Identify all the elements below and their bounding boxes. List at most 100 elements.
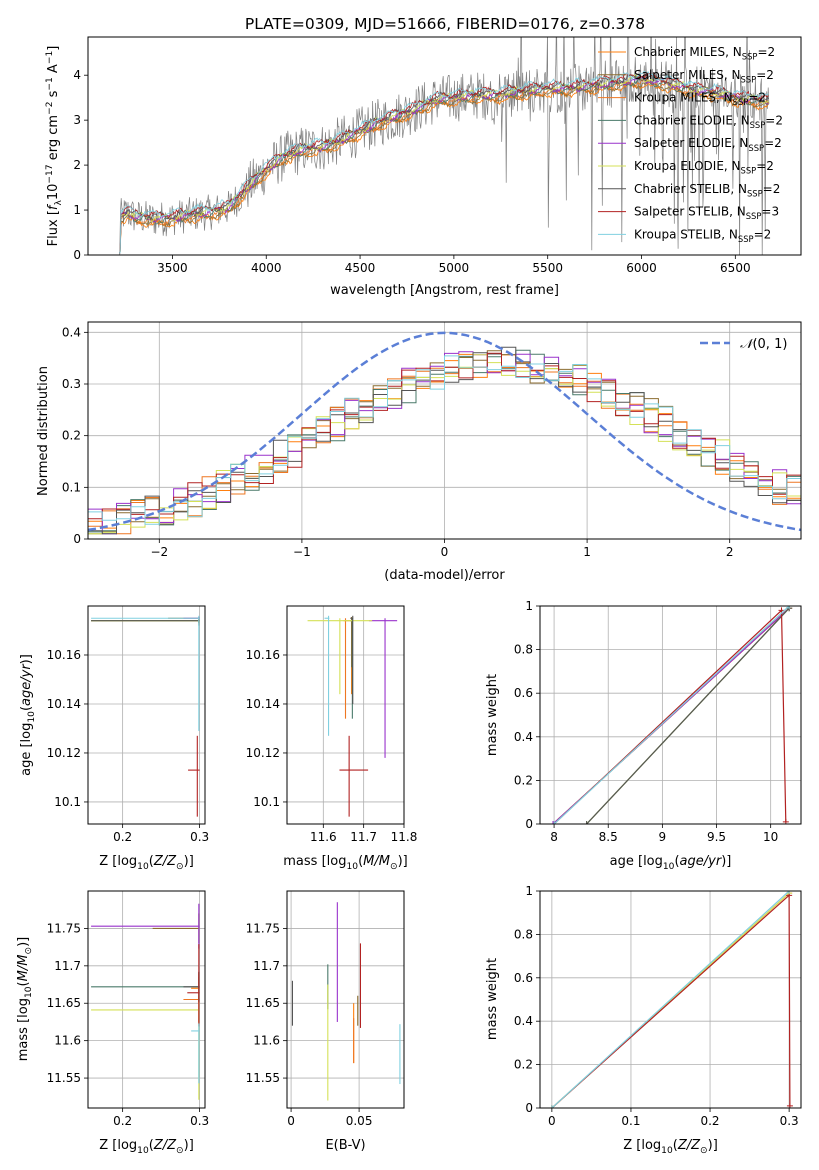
y-tick-label: 10.14 xyxy=(47,697,81,711)
axes-massweight_vs_Z: 0 0.1 0.2 0.3 0 0.2 0.4 0.6 0.8 1 Z [log10(Z/Z⊙)] m… xyxy=(485,884,802,1156)
x-tick-label: 0.3 xyxy=(190,1114,209,1128)
y-tick-label: 11.7 xyxy=(54,959,81,973)
x-tick-label: 6000 xyxy=(626,261,657,275)
axes-frame xyxy=(87,605,206,825)
axes-frame xyxy=(286,890,405,1109)
y-axis-label: mass weight xyxy=(485,958,500,1040)
mass-weight-marker xyxy=(551,821,558,824)
residual-histogram xyxy=(88,351,801,535)
model-spectrum-line xyxy=(119,77,769,254)
error-bar-point xyxy=(188,735,200,817)
legend-entry: Chabrier STELIB, NSSP=2 xyxy=(634,182,780,199)
axes-overlay: −2 −1 0 1 2 0 0.1 0.2 0.3 0.4 (data-model)/error No… xyxy=(36,321,802,583)
error-bar-point xyxy=(339,735,369,817)
x-tick-label: 5500 xyxy=(532,261,563,275)
y-tick-label: 0.8 xyxy=(514,643,533,657)
y-tick-label: 0.3 xyxy=(62,377,81,391)
x-tick-label: 6500 xyxy=(720,261,751,275)
axes-overlay: 8 8.5 9 9.5 10 0 0.2 0.4 0.6 0.8 1 age [log10(age/y… xyxy=(485,599,802,872)
x-axis-label: E(B-V) xyxy=(325,1138,365,1153)
y-tick-label: 0.8 xyxy=(514,927,533,941)
x-tick-label: 0.2 xyxy=(113,1114,132,1128)
y-tick-label: 0.2 xyxy=(514,773,533,787)
y-axis-label: Normed distribution xyxy=(36,366,51,496)
plot-area xyxy=(307,615,398,817)
mass-weight-marker xyxy=(583,821,590,824)
axes-overlay: 11.6 11.7 11.8 10.1 10.12 10.14 10.16 mass [log… xyxy=(246,605,418,872)
axes-frame xyxy=(286,605,405,825)
y-tick-label: 0 xyxy=(525,1101,533,1115)
y-axis-label: Flux [fλ10−17 erg cm−2 s−1 A−1] xyxy=(45,46,64,247)
mass-weight-line xyxy=(586,607,790,824)
x-tick-label: 11.8 xyxy=(391,830,418,844)
legend-entry: Salpeter MILES, NSSP=2 xyxy=(634,68,774,85)
error-bar-point xyxy=(187,944,200,1027)
axes-overlay: 0 0.1 0.2 0.3 0 0.2 0.4 0.6 0.8 1 Z [log10(Z/Z⊙)] m… xyxy=(485,884,802,1156)
y-tick-label: 2 xyxy=(73,158,81,172)
legend-entry: Kroupa ELODIE, NSSP=2 xyxy=(634,159,774,176)
x-axis-label: Z [log10(Z/Z⊙)] xyxy=(99,1138,194,1156)
y-tick-label: 0.4 xyxy=(62,325,81,339)
y-tick-label: 1 xyxy=(525,884,533,898)
axes-frame xyxy=(539,605,802,825)
y-tick-label: 10.12 xyxy=(246,746,280,760)
legend-entry: Chabrier ELODIE, NSSP=2 xyxy=(634,113,783,130)
axes-massweight_vs_age: 8 8.5 9 9.5 10 0 0.2 0.4 0.6 0.8 1 age [log10(age/y… xyxy=(485,599,802,872)
error-bar-point xyxy=(307,618,373,695)
residual-histogram xyxy=(88,355,801,525)
error-bar-point xyxy=(368,618,398,758)
x-tick-label: 0 xyxy=(287,1114,295,1128)
x-axis-label: Z [log10(Z/Z⊙)] xyxy=(623,1138,718,1156)
mass-weight-marker xyxy=(786,891,793,894)
y-tick-label: 1 xyxy=(73,203,81,217)
model-spectrum-line xyxy=(119,73,769,254)
y-tick-label: 10.14 xyxy=(246,697,280,711)
legend-entry: Salpeter ELODIE, NSSP=2 xyxy=(634,136,782,153)
x-tick-label: −2 xyxy=(150,545,168,559)
x-axis-label: mass [log10(M/M⊙)] xyxy=(283,854,407,872)
axes-overlay: 0.2 0.3 10.1 10.12 10.14 10.16 Z [log10(Z/Z⊙)]… xyxy=(19,605,209,872)
legend: 𝒩(0, 1) xyxy=(700,337,787,352)
x-tick-label: 0.2 xyxy=(700,1114,719,1128)
x-tick-label: 11.6 xyxy=(310,830,337,844)
y-tick-label: 11.55 xyxy=(246,1071,280,1085)
y-tick-label: 10.16 xyxy=(246,648,280,662)
axes-overlay: 0.2 0.3 11.55 11.6 11.65 11.7 11.75 Z [log10(Z/… xyxy=(16,890,209,1156)
plot-area xyxy=(91,903,200,1100)
y-tick-label: 4 xyxy=(73,68,81,82)
x-axis-label: wavelength [Angstrom, rest frame] xyxy=(330,283,559,298)
error-bar-point xyxy=(191,1023,200,1084)
x-tick-label: 0.3 xyxy=(190,830,209,844)
mass-weight-marker xyxy=(786,606,793,609)
y-tick-label: 11.55 xyxy=(47,1071,81,1085)
x-tick-label: 9.5 xyxy=(707,830,726,844)
legend-entry: Kroupa MILES, NSSP=2 xyxy=(634,91,766,108)
legend-entry: Salpeter STELIB, NSSP=3 xyxy=(634,205,779,222)
y-axis-label: mass weight xyxy=(485,674,500,756)
axes-overlay: 0 0.05 11.55 11.6 11.65 11.7 11.75 E(B-V) xyxy=(246,890,405,1153)
x-tick-label: 4000 xyxy=(251,261,282,275)
x-tick-label: 8.5 xyxy=(599,830,618,844)
legend-entry: Kroupa STELIB, NSSP=2 xyxy=(634,227,771,244)
y-tick-label: 0.4 xyxy=(514,1014,533,1028)
x-tick-label: −1 xyxy=(293,545,311,559)
x-tick-label: 4500 xyxy=(345,261,376,275)
y-tick-label: 11.7 xyxy=(253,959,280,973)
x-tick-label: 9 xyxy=(659,830,667,844)
observed-spectrum xyxy=(119,37,770,255)
y-tick-label: 1 xyxy=(525,599,533,613)
axes-residuals: −2 −1 0 1 2 0 0.1 0.2 0.3 0.4 (data-model)/error No… xyxy=(36,321,802,583)
y-tick-label: 0 xyxy=(73,532,81,546)
mass-weight-line xyxy=(551,891,790,1108)
model-spectrum-line xyxy=(119,71,769,254)
axes-age_vs_mass: 11.6 11.7 11.8 10.1 10.12 10.14 10.16 mass [log… xyxy=(246,605,418,872)
x-tick-label: 0.05 xyxy=(346,1114,373,1128)
y-tick-label: 11.6 xyxy=(54,1034,81,1048)
axes-frame xyxy=(87,36,802,256)
error-bar-point xyxy=(91,903,200,949)
y-tick-label: 11.6 xyxy=(253,1034,280,1048)
y-tick-label: 0.2 xyxy=(514,1058,533,1072)
axes-frame xyxy=(539,890,802,1109)
